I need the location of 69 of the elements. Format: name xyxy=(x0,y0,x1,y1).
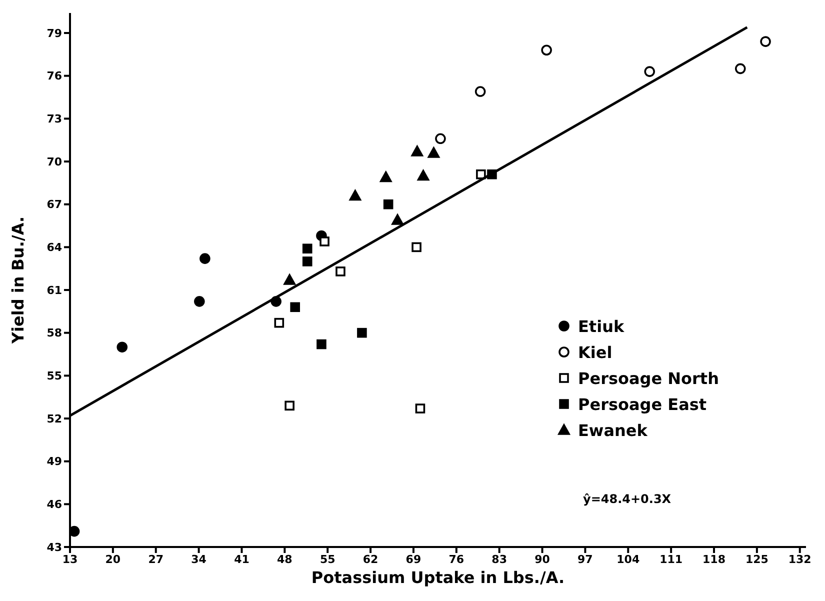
x-tick-label: 90 xyxy=(534,552,550,566)
legend-label: Ewanek xyxy=(578,420,648,440)
y-axis-title: Yield in Bu./A. xyxy=(8,216,28,345)
point xyxy=(284,400,294,411)
point xyxy=(290,302,300,312)
point xyxy=(415,404,426,414)
point xyxy=(541,44,552,56)
x-tick-label: 13 xyxy=(62,552,78,566)
x-tick-label: 76 xyxy=(448,552,464,566)
point xyxy=(349,190,362,201)
y-tick-label: 46 xyxy=(46,498,62,512)
x-tick-label: 41 xyxy=(234,552,250,566)
x-tick-label: 97 xyxy=(578,552,593,566)
x-tick-label: 111 xyxy=(660,552,683,566)
y-tick-label: 64 xyxy=(46,241,62,254)
point xyxy=(412,242,422,252)
point xyxy=(316,339,326,350)
point xyxy=(302,256,312,266)
y-tick-label: 61 xyxy=(46,284,62,297)
point xyxy=(302,244,312,254)
point xyxy=(336,266,346,276)
point xyxy=(284,274,296,285)
point xyxy=(476,169,486,180)
point xyxy=(320,236,330,246)
point xyxy=(274,318,284,328)
y-tick-label: 58 xyxy=(46,326,62,340)
y-tick-label: 52 xyxy=(46,412,62,426)
y-tick-label: 76 xyxy=(46,70,62,83)
x-axis-title: Potassium Uptake in Lbs./A. xyxy=(311,568,565,587)
annotation: ŷ=48.4+0.3X xyxy=(583,492,672,506)
point xyxy=(417,170,430,181)
legend-label: Kiel xyxy=(578,342,612,362)
y-tick-label: 43 xyxy=(46,540,62,554)
point xyxy=(411,146,424,156)
point xyxy=(435,133,446,144)
legend-label: Persoage East xyxy=(578,394,707,414)
point xyxy=(644,66,655,77)
point xyxy=(70,526,80,537)
x-tick-label: 104 xyxy=(616,552,640,566)
x-tick-label: 83 xyxy=(492,552,507,566)
x-tick-label: 132 xyxy=(788,552,812,566)
x-tick-label: 34 xyxy=(191,552,207,566)
y-tick-label: 55 xyxy=(46,370,62,383)
y-tick-label: 70 xyxy=(46,155,62,168)
x-tick-label: 69 xyxy=(406,552,422,566)
x-tick-label: 27 xyxy=(148,552,164,566)
x-tick-label: 20 xyxy=(105,552,121,566)
point xyxy=(760,36,771,47)
point xyxy=(392,214,404,225)
point xyxy=(380,171,392,182)
point xyxy=(200,253,210,264)
y-tick-label: 73 xyxy=(46,112,62,126)
y-tick-label: 79 xyxy=(46,26,62,40)
x-tick-label: 55 xyxy=(320,552,336,566)
point xyxy=(734,63,746,74)
x-tick-label: 125 xyxy=(745,552,768,566)
x-tick-label: 118 xyxy=(702,552,726,566)
y-tick-label: 67 xyxy=(46,198,62,212)
x-tick-label: 48 xyxy=(277,552,292,566)
point xyxy=(116,342,128,353)
legend-label: Persoage North xyxy=(578,368,719,388)
point xyxy=(474,86,486,97)
y-tick-label: 49 xyxy=(46,455,62,468)
point xyxy=(357,328,367,338)
legend-label: Etiuk xyxy=(578,316,624,336)
point xyxy=(383,199,394,210)
x-tick-label: 62 xyxy=(362,552,378,566)
point xyxy=(194,296,205,307)
point xyxy=(428,147,440,158)
